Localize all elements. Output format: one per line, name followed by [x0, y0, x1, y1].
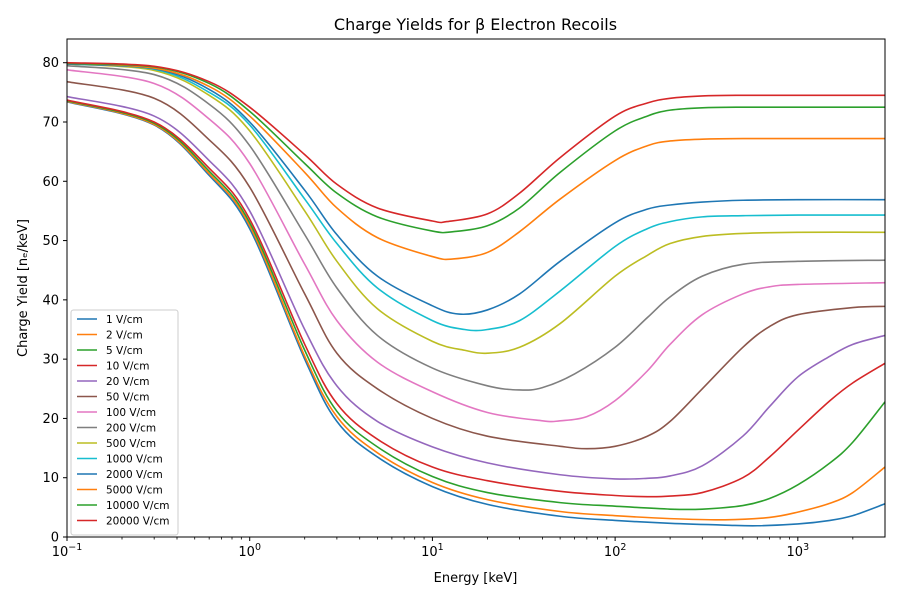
legend-entry: 20000 V/cm — [106, 515, 169, 527]
legend-entry: 10000 V/cm — [106, 500, 169, 512]
x-tick-label: 102 — [604, 542, 627, 560]
x-tick-label: 101 — [421, 542, 444, 560]
legend-entry: 100 V/cm — [106, 407, 156, 419]
legend-entry: 1 V/cm — [106, 314, 143, 326]
series-line-6 — [67, 69, 885, 423]
x-axis-ticks: 10−1 100 101 102 103 — [52, 537, 854, 560]
series-line-10 — [67, 63, 885, 316]
y-tick-label: 50 — [42, 234, 59, 249]
y-tick-label: 40 — [42, 293, 59, 308]
y-tick-label: 80 — [42, 56, 59, 71]
chart-title: Charge Yields for β Electron Recoils — [334, 15, 617, 34]
y-tick-label: 70 — [42, 116, 59, 131]
y-tick-label: 30 — [42, 353, 59, 368]
legend-entry: 2 V/cm — [106, 329, 143, 341]
legend-entry: 20 V/cm — [106, 376, 149, 388]
legend-entry: 200 V/cm — [106, 422, 156, 434]
series-line-9 — [67, 63, 885, 332]
series-line-2 — [67, 99, 885, 511]
series-line-7 — [67, 64, 885, 391]
series-line-0 — [67, 101, 885, 527]
series-line-12 — [67, 62, 885, 234]
series-line-11 — [67, 62, 885, 261]
x-tick-label: 100 — [238, 542, 261, 560]
axes-frame — [66, 38, 886, 538]
series-line-1 — [67, 100, 885, 521]
x-tick-label: 103 — [787, 542, 810, 560]
y-axis-ticks: 0 10 20 30 40 50 60 70 80 — [42, 56, 67, 546]
legend-entry: 5000 V/cm — [106, 484, 163, 496]
legend-entry: 2000 V/cm — [106, 469, 163, 481]
series-line-13 — [67, 61, 885, 224]
x-tick-label: 10−1 — [52, 542, 83, 560]
legend-entry: 1000 V/cm — [106, 453, 163, 465]
y-tick-label: 20 — [42, 412, 59, 427]
series-line-8 — [67, 63, 885, 355]
y-axis-label: Charge Yield [nₑ/keV] — [16, 219, 31, 357]
legend-entry: 10 V/cm — [106, 360, 149, 372]
series-line-3 — [67, 99, 885, 498]
legend-box — [70, 309, 179, 536]
legend-entry: 5 V/cm — [106, 345, 143, 357]
y-tick-label: 10 — [42, 471, 59, 486]
legend-entry: 50 V/cm — [106, 391, 149, 403]
series-line-4 — [67, 95, 885, 480]
legend: 1 V/cm 2 V/cm 5 V/cm 10 V/cm 20 V/cm 50 V/cm 1… — [70, 309, 179, 536]
x-axis-label: Energy [keV] — [434, 571, 518, 586]
legend-entry: 500 V/cm — [106, 438, 156, 450]
y-tick-label: 0 — [51, 531, 59, 546]
series-line-5 — [67, 80, 885, 450]
plot-area — [67, 61, 885, 527]
y-tick-label: 60 — [42, 175, 59, 190]
